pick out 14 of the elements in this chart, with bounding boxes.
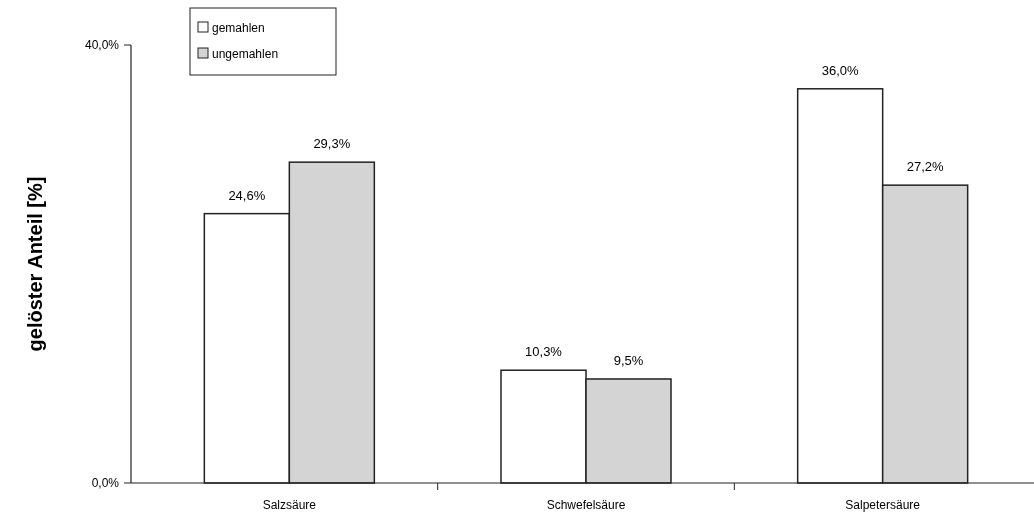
data-label: 10,3% — [525, 344, 563, 360]
x-tick-label: Salpetersäure — [845, 498, 921, 512]
y-axis-title: gelöster Anteil [%] — [24, 176, 46, 352]
data-label: 36,0% — [821, 62, 860, 78]
y-tick-label: 0,0% — [91, 476, 120, 490]
legend-label: ungemahlen — [212, 47, 279, 61]
data-label: 27,2% — [906, 159, 945, 175]
data-label: 9,5% — [613, 352, 644, 368]
data-label: 24,6% — [228, 187, 266, 203]
y-tick-label: 40,0% — [84, 38, 120, 52]
data-label: 29,3% — [313, 136, 351, 152]
x-tick-label: Salzsäure — [262, 498, 317, 512]
legend-label: gemahlen — [212, 21, 265, 35]
x-tick-label: Schwefelsäure — [546, 498, 626, 512]
